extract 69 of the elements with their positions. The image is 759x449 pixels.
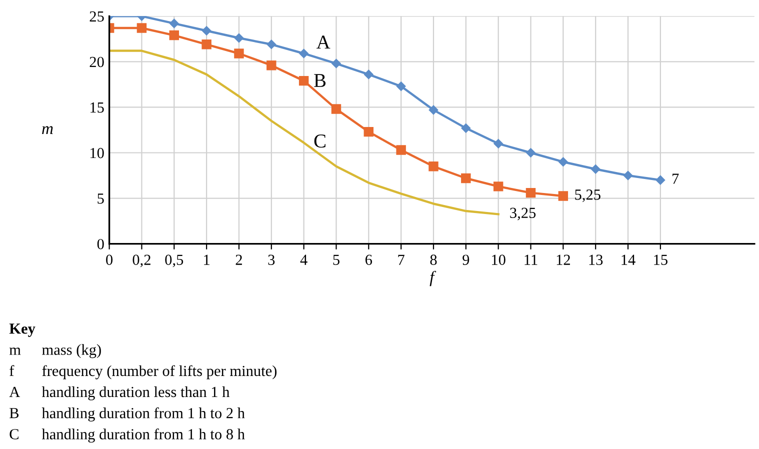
x-tick-label: 1 bbox=[204, 254, 210, 265]
point bbox=[202, 26, 212, 36]
point bbox=[202, 40, 212, 50]
data-label: 7 bbox=[672, 174, 679, 184]
point bbox=[298, 76, 309, 86]
point bbox=[364, 126, 374, 137]
x-tick-label: 8 bbox=[430, 254, 437, 265]
point bbox=[299, 48, 308, 58]
text: m mass (kg) bbox=[9, 344, 101, 358]
point bbox=[396, 145, 406, 155]
x-tick-label: 9 bbox=[462, 254, 470, 265]
point bbox=[428, 162, 438, 172]
x-tick-label: 14 bbox=[622, 254, 636, 265]
series-label: A bbox=[316, 36, 330, 48]
point bbox=[136, 23, 147, 33]
text: B handling duration from 1 h to 2 h bbox=[10, 407, 245, 422]
line-series bbox=[109, 50, 500, 216]
y-tick-label: 5 bbox=[98, 194, 104, 204]
point bbox=[396, 82, 406, 91]
point bbox=[494, 139, 503, 148]
data-label: 5,25 bbox=[575, 190, 600, 202]
text: C handling duration from 1 h to 8 h bbox=[10, 428, 245, 443]
x-tick-label: 7 bbox=[398, 254, 404, 265]
y-axis-title: m bbox=[42, 126, 53, 134]
x-tick-label: 15 bbox=[654, 254, 668, 265]
x-tick-label: 0,2 bbox=[132, 254, 150, 268]
point bbox=[558, 191, 568, 201]
x-tick-label: 4 bbox=[300, 254, 308, 265]
x-tick-label: 5 bbox=[333, 254, 340, 265]
point bbox=[331, 104, 342, 114]
text: f frequency (number of lifts per minute) bbox=[10, 365, 277, 380]
y-tick-label: 20 bbox=[90, 56, 104, 68]
x-tick-label: 6 bbox=[365, 254, 372, 265]
x-axis-title: f bbox=[430, 270, 436, 286]
x-tick-label: 10 bbox=[492, 254, 506, 265]
point bbox=[623, 170, 633, 180]
point bbox=[526, 148, 536, 158]
point bbox=[170, 18, 179, 28]
point bbox=[461, 173, 471, 184]
y-tick-label: 15 bbox=[90, 102, 104, 113]
point bbox=[461, 124, 471, 133]
y-tick-label: 0 bbox=[97, 238, 104, 250]
x-tick-label: 12 bbox=[556, 254, 570, 265]
point bbox=[169, 30, 179, 40]
x-tick-label: 3 bbox=[268, 254, 275, 265]
point bbox=[493, 182, 504, 192]
data-label: 3,25 bbox=[510, 208, 536, 220]
x-tick-label: 11 bbox=[524, 254, 538, 265]
point bbox=[266, 40, 276, 50]
point bbox=[590, 164, 600, 174]
point bbox=[428, 105, 438, 115]
text: A handling duration less than 1 h bbox=[9, 386, 230, 400]
point bbox=[234, 48, 244, 58]
point bbox=[332, 58, 341, 68]
x-tick-label: 0,5 bbox=[165, 254, 184, 268]
series-label: B bbox=[314, 74, 326, 87]
point bbox=[526, 188, 536, 198]
y-tick-label: 10 bbox=[90, 148, 104, 158]
series-label: C bbox=[314, 134, 326, 148]
y-tick-label: 25 bbox=[90, 11, 104, 22]
text: Key bbox=[9, 324, 36, 337]
point bbox=[558, 157, 568, 166]
point bbox=[656, 175, 666, 185]
x-tick-label: 2 bbox=[236, 254, 242, 265]
x-tick-label: 0 bbox=[106, 254, 113, 265]
point bbox=[364, 70, 374, 80]
x-tick-label: 13 bbox=[589, 254, 603, 265]
point bbox=[234, 33, 244, 43]
point bbox=[266, 60, 276, 70]
